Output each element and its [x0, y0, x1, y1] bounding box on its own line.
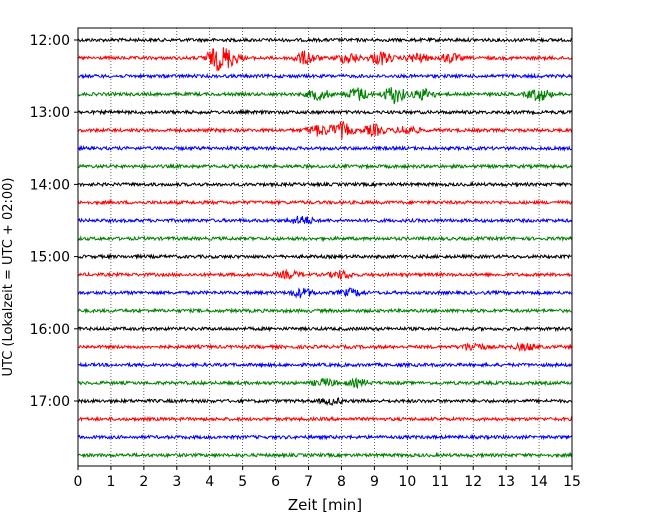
trace-1545: [78, 307, 573, 315]
x-tick-label: 0: [74, 474, 83, 490]
trace-1245: [77, 87, 573, 105]
plot-frame: [77, 27, 573, 467]
seismogram-traces: [77, 36, 573, 459]
x-tick-label: 15: [563, 474, 581, 490]
y-tick-label: 16:00: [30, 322, 70, 338]
y-tick-label: 17:00: [30, 394, 70, 410]
trace-1615: [77, 341, 573, 353]
x-tick-label: 11: [431, 474, 449, 490]
y-tick-label: 15:00: [30, 250, 70, 266]
y-tick-label: 12:00: [30, 33, 70, 49]
x-tick-label: 5: [238, 474, 247, 490]
y-tick-label: 14:00: [30, 177, 70, 193]
x-tick-label: 6: [271, 474, 280, 490]
trace-1715: [77, 415, 573, 423]
trace-1445: [77, 235, 573, 243]
trace-1730: [77, 433, 573, 441]
trace-1645: [77, 376, 573, 390]
trace-1300: [77, 108, 573, 116]
trace-1415: [77, 199, 573, 206]
x-tick-label: 2: [139, 474, 148, 490]
x-tick-label: 4: [205, 474, 214, 490]
y-axis-ticks: 12:00 13:00 14:00 15:00 16:00 17:00: [30, 33, 78, 410]
trace-1215: [77, 47, 573, 71]
trace-1600: [77, 325, 573, 333]
x-tick-label: 13: [497, 474, 515, 490]
trace-1230: [77, 72, 573, 80]
trace-1500: [77, 253, 573, 260]
trace-1345: [77, 162, 573, 170]
x-tick-label: 9: [370, 474, 379, 490]
trace-1515: [77, 268, 573, 280]
x-tick-label: 8: [337, 474, 346, 490]
trace-1530: [77, 287, 573, 299]
trace-1315: [77, 120, 573, 140]
x-tick-label: 14: [530, 474, 548, 490]
y-axis-label: UTC (Lokalzeit = UTC + 02:00): [1, 178, 16, 377]
x-tick-label: 7: [304, 474, 313, 490]
trace-1630: [77, 361, 573, 369]
x-tick-label: 10: [398, 474, 416, 490]
x-tick-label: 3: [172, 474, 181, 490]
x-axis-label: Zeit [min]: [288, 496, 362, 514]
trace-1200: [77, 36, 573, 44]
trace-1400: [77, 180, 573, 188]
y-tick-label: 13:00: [30, 105, 70, 121]
trace-1700: [77, 397, 573, 407]
trace-1430: [77, 215, 573, 225]
x-tick-label: 12: [464, 474, 482, 490]
trace-1745: [77, 451, 573, 459]
x-axis-ticks: 0 1 2 3 4 5 6 7 8 9 10 11 12 13 14 15: [74, 466, 581, 490]
trace-1330: [77, 144, 573, 152]
x-tick-label: 1: [106, 474, 115, 490]
